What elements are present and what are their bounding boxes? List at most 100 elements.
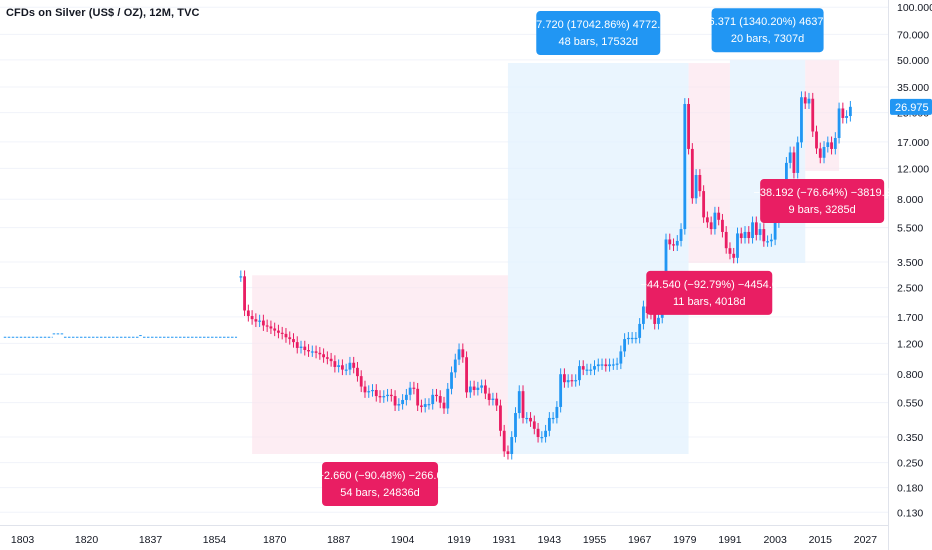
candle-body: [333, 361, 337, 367]
measurement-zone: [805, 60, 840, 171]
y-tick-label: 0.350: [897, 432, 923, 444]
candle-body: [811, 98, 815, 132]
candle-body: [269, 326, 273, 329]
candle-body: [359, 376, 363, 387]
y-tick-label: 5.500: [897, 223, 923, 235]
candle-body: [705, 217, 709, 223]
y-tick-label: 1.200: [897, 338, 923, 350]
candle-body: [830, 142, 833, 149]
candle-body: [675, 240, 679, 246]
candle-body: [762, 229, 766, 242]
x-tick-label: 1854: [203, 534, 227, 546]
x-tick-label: 1820: [75, 534, 99, 546]
x-tick-label: 1967: [628, 534, 652, 546]
candle-body: [243, 276, 246, 311]
candle-body: [310, 351, 314, 353]
candle-body: [717, 212, 721, 220]
measurement-zone: [252, 275, 508, 454]
candle-body: [284, 333, 288, 338]
candle-body: [657, 317, 660, 324]
y-tick-label: 17.000: [897, 137, 929, 149]
x-tick-label: 1803: [11, 534, 35, 546]
candle-body: [246, 310, 250, 317]
candle-body: [273, 328, 277, 331]
candle-body: [491, 398, 495, 400]
candle-body: [547, 417, 551, 431]
candle-body: [389, 394, 393, 397]
candle-body: [672, 244, 675, 246]
candle-body: [724, 231, 728, 249]
candle-body: [626, 337, 630, 340]
x-tick-label: 1979: [673, 534, 697, 546]
candle-body: [815, 131, 818, 149]
candle-body: [826, 142, 830, 147]
candle-body: [664, 239, 668, 286]
candle-body: [386, 394, 389, 397]
measurement-label-line2: 11 bars, 4018d: [673, 296, 746, 308]
y-tick-label: 0.180: [897, 483, 923, 495]
candle-body: [841, 108, 845, 118]
last-price-tag: [890, 98, 932, 115]
y-tick-label: 0.250: [897, 458, 923, 470]
candle-body: [299, 346, 303, 348]
candle-body: [845, 116, 849, 118]
candle-body: [514, 413, 517, 438]
measurement-zone: [507, 63, 689, 454]
candle-body: [461, 349, 465, 358]
candle-body: [540, 437, 544, 439]
candle-body: [480, 385, 484, 388]
candle-body: [258, 320, 262, 322]
candle-body: [683, 103, 687, 230]
candle-body: [517, 391, 521, 414]
candle-body: [837, 108, 841, 138]
candle-body: [732, 253, 736, 258]
candle-body: [559, 374, 563, 407]
chart-title: CFDs on Silver (US$ / OZ), 12M, TVC: [6, 7, 200, 19]
candle-body: [574, 380, 578, 382]
measurement-label-line1: −2.660 (−90.48%) −266.0: [317, 470, 442, 482]
candle-body: [288, 337, 292, 340]
candle-body: [796, 142, 800, 173]
candle-body: [585, 369, 589, 371]
candle-body: [356, 367, 359, 377]
candle-body: [800, 97, 803, 143]
candle-body: [555, 406, 559, 418]
candle-body: [472, 386, 476, 390]
y-tick-label: 8.000: [897, 194, 923, 206]
candle-body: [465, 357, 468, 393]
x-tick-label: 1837: [139, 534, 163, 546]
candle-body: [736, 233, 739, 258]
candle-body: [404, 394, 408, 400]
y-tick-label: 70.000: [897, 29, 929, 41]
candle-body: [510, 437, 514, 454]
candle-body: [401, 399, 405, 405]
x-tick-label: 1931: [493, 534, 517, 546]
candle-body: [739, 233, 743, 239]
x-tick-label: 1919: [447, 534, 471, 546]
y-tick-label: 2.500: [897, 283, 923, 295]
candle-body: [352, 362, 356, 368]
candle-body: [295, 342, 299, 348]
candle-body: [581, 366, 585, 370]
candle-body: [382, 396, 386, 398]
candle-body: [367, 391, 371, 393]
candle-body: [619, 351, 623, 364]
candle-body: [393, 396, 397, 406]
candle-body: [679, 229, 683, 241]
candle-body: [529, 417, 532, 422]
candle-body: [721, 219, 724, 232]
measurement-label-line1: 46.371 (1340.20%) 4637.1: [702, 16, 832, 28]
candle-body: [277, 330, 280, 333]
candle-body: [261, 320, 265, 326]
y-tick-label: 0.800: [897, 369, 923, 381]
candle-body: [318, 352, 322, 355]
y-tick-label: 1.700: [897, 312, 923, 324]
measurement-label-box: [536, 11, 661, 56]
candle-body: [438, 396, 442, 403]
candle-body: [604, 364, 608, 367]
candle-body: [250, 316, 254, 320]
candle-body: [687, 103, 690, 149]
candle-body: [506, 451, 510, 454]
